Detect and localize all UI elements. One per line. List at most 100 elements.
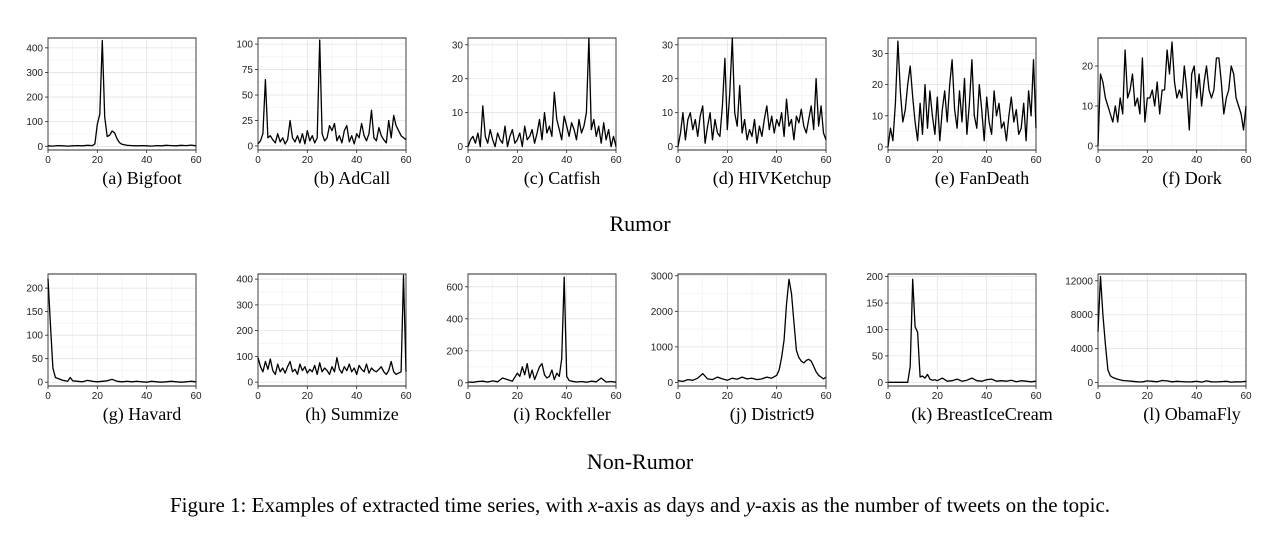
chart-caption: (l) ObamaFly	[1143, 404, 1241, 424]
x-tick-label: 60	[820, 391, 832, 402]
chart-caption: (d) HIVKetchup	[712, 168, 832, 188]
y-tick-label: 100	[26, 117, 43, 128]
chart-caption: (c) Catfish	[523, 168, 601, 188]
y-tick-label: 20	[452, 74, 464, 85]
x-tick-label: 40	[981, 391, 993, 402]
y-tick-label: 0	[247, 378, 253, 389]
plot-border	[467, 37, 617, 151]
chart-panel-9: 0 20 40 60 0 200 400 600 (i) Rockfeller	[446, 272, 650, 424]
y-tick-label: 75	[242, 65, 254, 76]
y-tick-label: 0	[877, 378, 883, 389]
x-tick-label: 0	[885, 391, 891, 402]
group-label-rumor: Rumor	[609, 211, 671, 236]
series-line	[257, 39, 407, 145]
chart-caption: (b) AdCall	[313, 168, 391, 188]
y-tick-label: 50	[872, 351, 884, 362]
y-tick-label: 400	[446, 314, 463, 325]
y-tick-label: 100	[236, 40, 253, 51]
y-tick-label: 20	[872, 80, 884, 91]
caption-prefix: Figure 1: Examples of extracted time ser…	[169, 493, 589, 517]
chart-svg: 0 20 40 60 0 10 20 30	[662, 37, 832, 166]
chart-svg: 0 20 40 60 0 1000 2000 3000	[651, 271, 832, 402]
y-tick-label: 300	[236, 300, 253, 311]
y-tick-label: 30	[662, 40, 674, 51]
plot-border	[47, 273, 197, 387]
x-tick-label: 0	[465, 155, 471, 166]
y-tick-label: 20	[1082, 62, 1094, 73]
y-tick-label: 150	[866, 299, 883, 310]
caption-mid: -axis as days and	[597, 493, 746, 517]
y-tick-label: 600	[446, 282, 463, 293]
x-tick-label: 20	[302, 391, 314, 402]
x-tick-label: 0	[885, 155, 891, 166]
x-tick-label: 40	[351, 155, 363, 166]
chart-svg: 0 20 40 60 0 10 20 30	[872, 37, 1042, 166]
y-tick-label: 0	[457, 142, 463, 153]
x-tick-label: 40	[561, 391, 573, 402]
chart-panel-1: 0 20 40 60 0 100 200 300 400 (a) Bigfoot	[26, 36, 230, 188]
y-tick-label: 3000	[651, 271, 674, 282]
y-tick-label: 100	[866, 325, 883, 336]
y-tick-label: 30	[452, 40, 464, 51]
y-tick-label: 200	[236, 326, 253, 337]
x-tick-label: 60	[400, 391, 412, 402]
y-tick-label: 150	[26, 307, 43, 318]
y-tick-label: 200	[866, 272, 883, 283]
x-tick-label: 0	[675, 391, 681, 402]
x-tick-label: 60	[1240, 391, 1252, 402]
chart-caption: (f) Dork	[1162, 168, 1222, 188]
series-line	[677, 278, 827, 383]
caption-y-symbol: y	[745, 493, 755, 517]
chart-caption: (a) Bigfoot	[102, 168, 182, 188]
series-line	[1097, 275, 1247, 383]
y-tick-label: 0	[247, 141, 253, 152]
chart-svg: 0 20 40 60 0 100 200 300 400	[236, 273, 412, 402]
y-tick-label: 10	[872, 111, 884, 122]
y-tick-label: 50	[242, 91, 254, 102]
plot-border	[677, 37, 827, 151]
series-line	[888, 278, 1037, 383]
plot-border	[257, 273, 407, 387]
x-tick-label: 40	[141, 155, 153, 166]
chart-svg: 0 20 40 60 0 10 20	[1082, 37, 1252, 166]
chart-panel-10: 0 20 40 60 0 1000 2000 3000 (j) District9	[651, 271, 860, 424]
x-tick-label: 60	[1030, 155, 1042, 166]
chart-svg: 0 20 40 60 0 50 100 150 200	[866, 272, 1042, 402]
chart-svg: 0 20 40 60 0 25 50 75 100	[236, 37, 412, 166]
y-tick-label: 50	[32, 354, 44, 365]
x-tick-label: 0	[675, 155, 681, 166]
y-tick-label: 400	[26, 43, 43, 54]
y-tick-label: 100	[26, 331, 43, 342]
series-line	[47, 39, 197, 147]
x-tick-label: 20	[512, 155, 524, 166]
y-tick-label: 0	[667, 142, 673, 153]
y-tick-label: 12000	[1065, 276, 1093, 287]
x-tick-label: 60	[400, 155, 412, 166]
x-tick-label: 20	[302, 155, 314, 166]
caption-suffix: -axis as the number of tweets on the top…	[754, 493, 1111, 517]
chart-svg: 0 20 40 60 0 10 20 30	[452, 37, 622, 166]
plot-border	[1097, 37, 1247, 151]
y-tick-label: 0	[1087, 142, 1093, 153]
figure-caption: Figure 1: Examples of extracted time ser…	[0, 493, 1280, 518]
x-tick-label: 20	[722, 391, 734, 402]
x-tick-label: 60	[610, 155, 622, 166]
x-tick-label: 60	[190, 155, 202, 166]
x-tick-label: 0	[1095, 155, 1101, 166]
chart-svg: 0 20 40 60 0 50 100 150 200	[26, 273, 202, 402]
x-tick-label: 40	[561, 155, 573, 166]
x-tick-label: 0	[255, 391, 261, 402]
y-tick-label: 300	[26, 68, 43, 79]
x-tick-label: 0	[465, 391, 471, 402]
x-tick-label: 40	[351, 391, 363, 402]
chart-caption: (k) BreastIceCream	[911, 404, 1053, 424]
x-tick-label: 20	[1142, 391, 1154, 402]
y-tick-label: 100	[236, 352, 253, 363]
series-line	[887, 40, 1037, 147]
x-tick-label: 0	[45, 155, 51, 166]
plot-border	[257, 37, 407, 151]
plot-border	[887, 37, 1037, 151]
x-tick-label: 60	[190, 391, 202, 402]
y-tick-label: 200	[446, 346, 463, 357]
